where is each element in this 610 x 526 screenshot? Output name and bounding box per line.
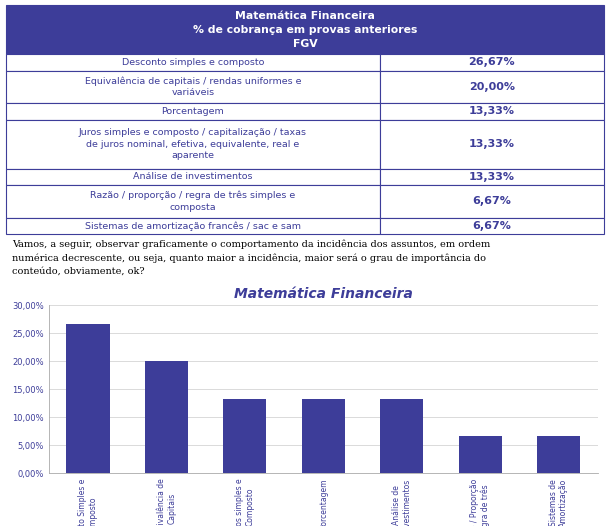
- Text: Porcentagem: Porcentagem: [162, 107, 224, 116]
- Text: 13,33%: 13,33%: [469, 172, 515, 182]
- Text: Análise de investimentos: Análise de investimentos: [133, 173, 253, 181]
- Bar: [379, 54, 604, 70]
- Bar: [379, 169, 604, 185]
- Bar: [459, 436, 501, 473]
- Text: Vamos, a seguir, observar graficamente o comportamento da incidência dos assunto: Vamos, a seguir, observar graficamente o…: [12, 240, 490, 276]
- Bar: [223, 399, 267, 473]
- Bar: [6, 103, 379, 120]
- Bar: [6, 5, 604, 54]
- Bar: [6, 70, 379, 103]
- Text: Juros simples e composto / capitalização / taxas
de juros nominal, efetiva, equi: Juros simples e composto / capitalização…: [79, 128, 307, 160]
- Text: 6,67%: 6,67%: [472, 196, 511, 206]
- Bar: [379, 70, 604, 103]
- Text: Desconto simples e composto: Desconto simples e composto: [122, 58, 264, 67]
- Bar: [379, 103, 604, 120]
- Bar: [379, 218, 604, 234]
- Text: Sistemas de amortização francês / sac e sam: Sistemas de amortização francês / sac e …: [85, 221, 301, 230]
- Bar: [66, 324, 110, 473]
- Text: Razão / proporção / regra de três simples e
composta: Razão / proporção / regra de três simple…: [90, 191, 295, 212]
- Text: 6,67%: 6,67%: [472, 221, 511, 231]
- Text: Matemática Financeira
% de cobrança em provas anteriores
FGV: Matemática Financeira % de cobrança em p…: [193, 11, 417, 49]
- Bar: [6, 169, 379, 185]
- Text: 13,33%: 13,33%: [469, 106, 515, 116]
- Bar: [145, 361, 188, 473]
- Bar: [6, 185, 379, 218]
- Text: 20,00%: 20,00%: [469, 82, 515, 92]
- Bar: [379, 120, 604, 169]
- Bar: [537, 436, 580, 473]
- Bar: [6, 54, 379, 70]
- Bar: [6, 218, 379, 234]
- Text: 26,67%: 26,67%: [468, 57, 515, 67]
- Title: Matemática Financeira: Matemática Financeira: [234, 287, 413, 301]
- Bar: [302, 399, 345, 473]
- Bar: [379, 185, 604, 218]
- Bar: [380, 399, 423, 473]
- Bar: [6, 120, 379, 169]
- Text: 13,33%: 13,33%: [469, 139, 515, 149]
- Text: Equivalência de capitais / rendas uniformes e
variáveis: Equivalência de capitais / rendas unifor…: [85, 76, 301, 97]
